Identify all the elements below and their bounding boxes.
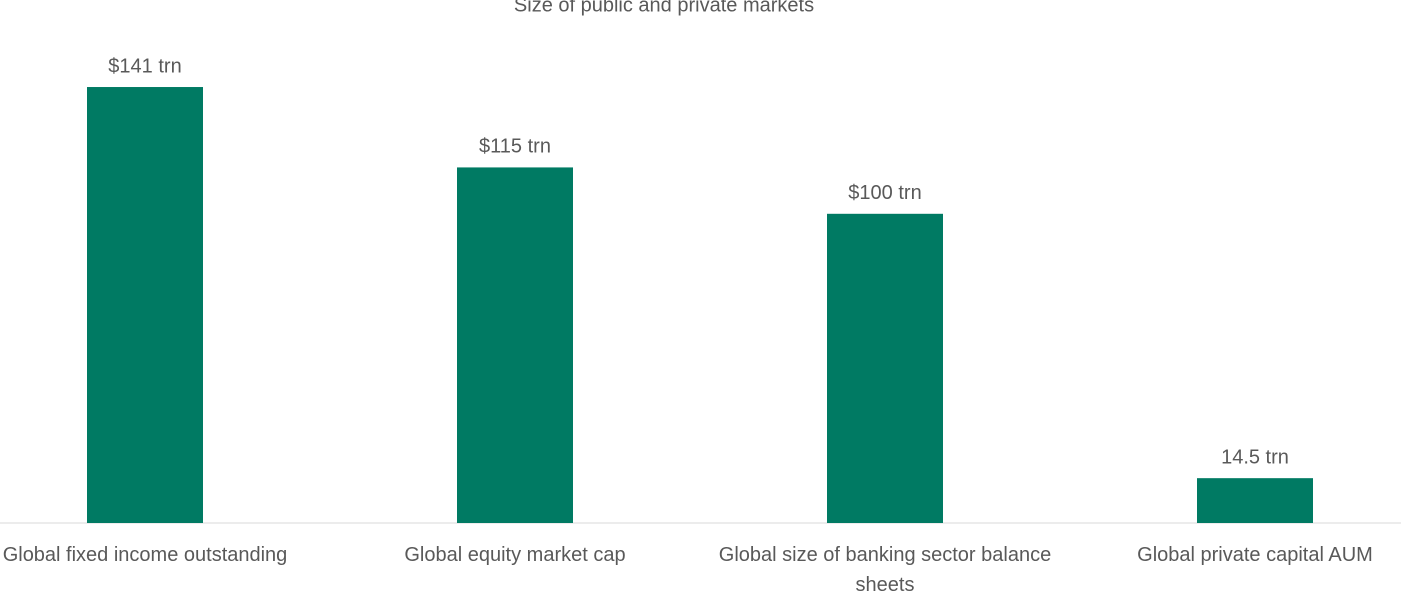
x-tick-label: Global equity market cap xyxy=(404,544,626,566)
bar xyxy=(1197,478,1313,523)
chart-title: Size of public and private markets xyxy=(514,0,814,16)
bar xyxy=(827,213,943,524)
data-label: 14.5 trn xyxy=(1221,446,1289,468)
x-tick-label: Global size of banking sector balance sh… xyxy=(718,544,1052,596)
x-tick-label: Global private capital AUM xyxy=(1137,544,1373,566)
x-tick-label-box: Global fixed income outstanding xyxy=(2,544,288,566)
x-tick-label-box: Global size of banking sector balance sh… xyxy=(718,544,1052,596)
data-label: $141 trn xyxy=(108,55,181,77)
bar xyxy=(457,167,573,524)
data-label: $115 trn xyxy=(479,136,551,158)
x-tick-label: Global fixed income outstanding xyxy=(2,544,288,566)
x-tick-label-box: Global private capital AUM xyxy=(1137,544,1373,566)
data-label: $100 trn xyxy=(848,182,921,204)
bar xyxy=(87,87,203,523)
x-tick-label-box: Global equity market cap xyxy=(404,544,626,566)
